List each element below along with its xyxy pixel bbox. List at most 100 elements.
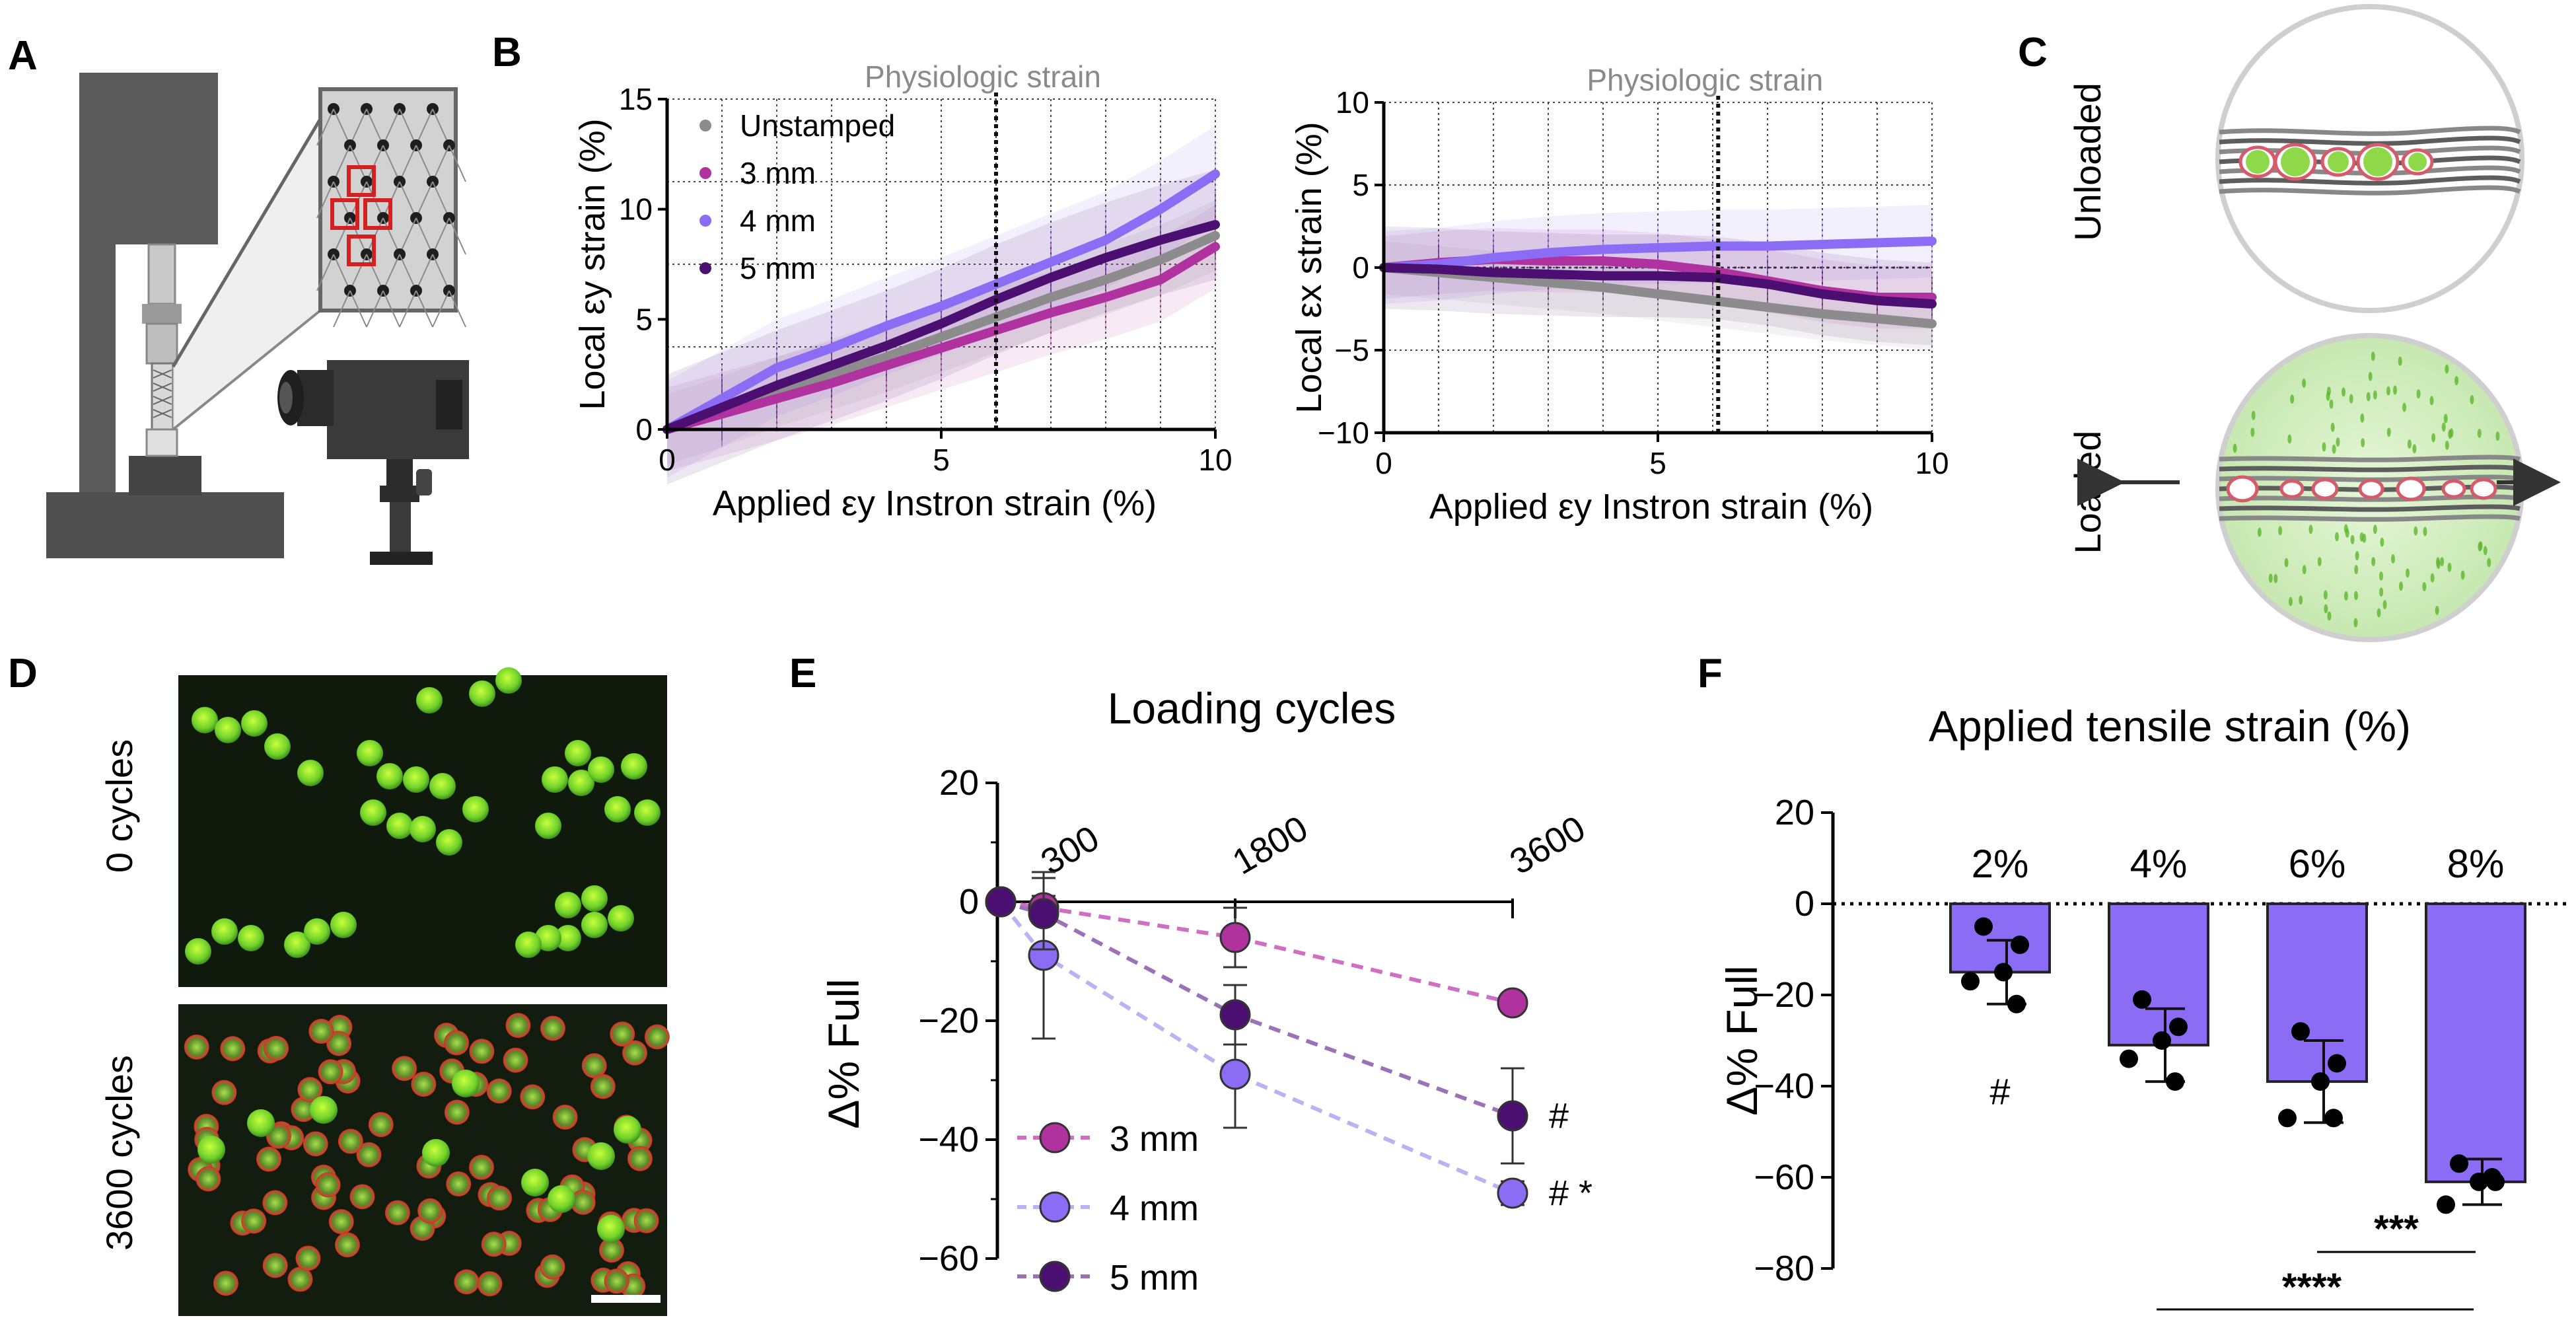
dye-dot bbox=[2302, 378, 2307, 388]
panel-label-c: C bbox=[2018, 30, 2048, 75]
bar bbox=[2108, 902, 2209, 1046]
dye-dot bbox=[2379, 587, 2384, 597]
data-point bbox=[1974, 917, 1993, 936]
legend-label: 5 mm bbox=[1110, 1258, 1199, 1298]
dye-dot bbox=[2445, 364, 2449, 374]
microparticle-dye bbox=[2363, 147, 2392, 176]
cell-green bbox=[462, 796, 489, 823]
category-label: 2% bbox=[1972, 842, 2029, 886]
data-point bbox=[2011, 935, 2029, 955]
dye-dot bbox=[2422, 581, 2427, 591]
legend-label: Unstamped bbox=[740, 108, 895, 143]
cell-red-rim bbox=[303, 1131, 328, 1157]
dye-dot bbox=[2477, 428, 2482, 438]
legend-label: 3 mm bbox=[740, 156, 816, 190]
cell-red-rim bbox=[446, 1171, 472, 1197]
cell-green bbox=[621, 753, 647, 780]
y-tick-label: 0 bbox=[635, 412, 653, 447]
cell-red-rim bbox=[590, 1074, 616, 1099]
series-line bbox=[662, 169, 1220, 434]
chart-f-applied-strain: Applied tensile strain (%) 20 0 −20 −40 −60 −8… bbox=[1717, 702, 2569, 1311]
mesh-strand bbox=[399, 217, 417, 255]
dye-dot bbox=[2478, 541, 2483, 551]
cell-green bbox=[548, 1185, 575, 1213]
cell-red-rim bbox=[334, 1232, 360, 1258]
cell-green bbox=[330, 912, 357, 938]
dye-dot bbox=[2288, 597, 2293, 606]
mesh-strand bbox=[399, 145, 417, 182]
legend-marker bbox=[1039, 1122, 1071, 1154]
cell-red-rim bbox=[308, 1019, 334, 1045]
dye-dot bbox=[2386, 427, 2391, 437]
mesh-strand bbox=[448, 145, 466, 182]
physiologic-strain-label: Physiologic strain bbox=[865, 59, 1101, 94]
cell-green bbox=[416, 687, 443, 714]
legend-marker bbox=[1039, 1191, 1071, 1223]
legend-marker bbox=[699, 215, 711, 227]
dye-dot bbox=[2336, 437, 2340, 447]
mesh-strand bbox=[366, 290, 384, 328]
dye-dot bbox=[2342, 387, 2346, 397]
y-axis-label: Δ% Full bbox=[1717, 965, 1766, 1115]
dye-dot bbox=[2334, 532, 2339, 542]
x-tick-label: 10 bbox=[1915, 446, 1949, 480]
y-tick-label: −40 bbox=[1754, 1066, 1814, 1106]
microparticle bbox=[2358, 478, 2384, 499]
cell-red-rim bbox=[213, 1270, 238, 1296]
dye-dot bbox=[2327, 611, 2332, 621]
dye-dot bbox=[2350, 534, 2355, 544]
cell-green bbox=[304, 918, 330, 945]
dye-dot bbox=[2399, 581, 2404, 591]
dye-dot bbox=[2359, 532, 2364, 542]
cell-red-rim bbox=[328, 1209, 354, 1235]
dye-dot bbox=[2379, 571, 2383, 581]
cell-green bbox=[581, 912, 608, 938]
dye-dot bbox=[2460, 570, 2465, 580]
dye-dot bbox=[2284, 558, 2289, 568]
dye-dot bbox=[2377, 608, 2381, 618]
series-line bbox=[662, 242, 1220, 434]
scale-bar bbox=[591, 1295, 661, 1303]
microparticle bbox=[2311, 478, 2339, 500]
data-point bbox=[1497, 1100, 1528, 1132]
microparticle-dye bbox=[2408, 153, 2427, 171]
cell-green bbox=[422, 1139, 450, 1167]
mesh-grid bbox=[316, 103, 466, 328]
data-point bbox=[2450, 1154, 2468, 1173]
collagen-fiber bbox=[2219, 185, 2521, 196]
y-tick-label: 0 bbox=[1352, 250, 1369, 285]
dye-dot bbox=[2233, 443, 2237, 453]
cell-red-rim bbox=[262, 1190, 288, 1216]
mesh-strand bbox=[382, 254, 400, 291]
dye-dot bbox=[2324, 604, 2328, 614]
dye-dot bbox=[2287, 434, 2292, 444]
dye-dot bbox=[2431, 433, 2436, 443]
legend-marker bbox=[1039, 1261, 1071, 1292]
mesh-strand bbox=[432, 290, 450, 328]
cell-green bbox=[555, 892, 581, 918]
cell-red-rim bbox=[505, 1013, 531, 1039]
cell-red-rim bbox=[315, 1172, 341, 1198]
mesh-strand bbox=[366, 108, 384, 146]
dye-dot bbox=[2435, 605, 2439, 615]
cell-red-rim bbox=[291, 1097, 316, 1122]
mesh-strand bbox=[399, 254, 417, 291]
cell-red-rim bbox=[604, 1268, 629, 1294]
legend-label: 4 mm bbox=[1110, 1189, 1199, 1228]
mesh-strand bbox=[366, 254, 384, 291]
category-label: 8% bbox=[2447, 842, 2505, 886]
collagen-fiber bbox=[2219, 494, 2521, 502]
series-line bbox=[662, 220, 1220, 434]
y-tick-label: 10 bbox=[1336, 85, 1369, 120]
data-point bbox=[2311, 1072, 2330, 1091]
y-tick-label: 20 bbox=[1775, 793, 1814, 832]
mesh-strand bbox=[382, 108, 400, 146]
dye-dot bbox=[2429, 396, 2434, 406]
mesh-strand bbox=[333, 254, 351, 291]
mesh-strand bbox=[382, 290, 400, 328]
cell-red-rim bbox=[520, 1084, 546, 1110]
y-tick-label: −60 bbox=[1754, 1157, 1814, 1197]
y-axis-label: Δ% Full bbox=[819, 978, 868, 1128]
cell-green bbox=[192, 707, 218, 733]
